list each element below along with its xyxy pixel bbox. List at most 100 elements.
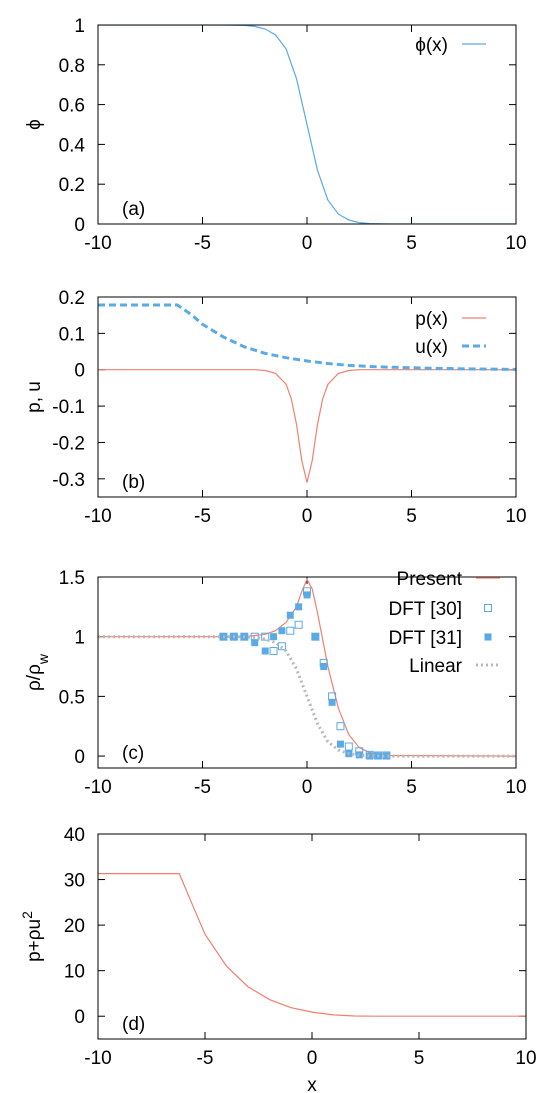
data-point <box>336 722 345 731</box>
panel-c: -10 -5 0 5 10 0 0.5 1 1.5 ρ/ρw (c) Present DFT [30] D… <box>24 568 527 798</box>
x-tick-label: -5 <box>197 1048 214 1069</box>
y-tick-label: -0.3 <box>52 470 85 491</box>
series--x- <box>98 25 516 224</box>
data-point <box>277 642 286 651</box>
x-tick-label: -10 <box>84 777 111 798</box>
data-point <box>311 633 319 641</box>
plot-frame <box>97 24 517 225</box>
series-dft-30- <box>219 587 391 760</box>
series-line <box>98 635 516 758</box>
data-point <box>328 698 336 706</box>
data-point <box>261 632 270 641</box>
y-tick-label: 10 <box>64 962 85 983</box>
y-tick-label: 1 <box>74 16 85 37</box>
legend-label: DFT [30] <box>388 599 462 620</box>
x-tick-label: -10 <box>84 506 111 527</box>
y-tick-label: 0.4 <box>59 135 86 156</box>
legend-label: ϕ(x) <box>415 35 448 56</box>
series-line <box>98 25 516 224</box>
data-point <box>303 591 311 599</box>
panel-label: (d) <box>122 1014 145 1035</box>
x-tick-label: -5 <box>194 506 211 527</box>
legend-label: Present <box>397 569 463 590</box>
plot-frame <box>97 833 527 1040</box>
legend-label: p(x) <box>415 309 448 330</box>
data-point <box>344 742 353 751</box>
x-tick-label: 0 <box>302 233 313 254</box>
y-tick-label: -0.2 <box>52 433 85 454</box>
y-tick-label: 0 <box>74 215 85 236</box>
legend-swatch <box>484 604 492 612</box>
y-tick-label: 0 <box>74 1007 85 1028</box>
panel-a: -10 -5 0 5 10 0 0.2 0.4 0.6 0.8 1 ϕ (a) ϕ(x) <box>24 16 527 254</box>
x-axis-label: x <box>307 1075 317 1093</box>
data-point <box>286 626 295 635</box>
x-tick-label: -5 <box>194 233 211 254</box>
x-tick-label: 5 <box>414 1048 425 1069</box>
y-axis-label: ϕ <box>24 119 45 130</box>
legend-label: Linear <box>409 656 462 677</box>
y-tick-label: 0.5 <box>59 687 85 708</box>
x-tick-label: 5 <box>406 777 417 798</box>
y-tick-label: -0.1 <box>52 397 85 418</box>
x-tick-label: 10 <box>505 506 526 527</box>
data-point <box>382 752 390 760</box>
y-tick-label: 20 <box>64 916 85 937</box>
x-tick-label: 0 <box>302 506 313 527</box>
panel-b: -10 -5 0 5 10 -0.3 -0.2 -0.1 0 0.1 0.2 p, u (b) p(x) u… <box>24 288 527 527</box>
x-tick-label: 5 <box>406 506 417 527</box>
panel-label: (b) <box>122 472 145 493</box>
y-tick-label: 0 <box>74 361 85 382</box>
y-tick-label: 40 <box>64 825 85 846</box>
x-tick-label: 10 <box>515 1048 536 1069</box>
series-p-x- <box>98 369 516 483</box>
data-point <box>286 611 294 619</box>
series-curve <box>98 873 526 1017</box>
y-axis-label: ρ/ρw <box>24 653 51 691</box>
legend-swatch <box>484 633 492 641</box>
x-tick-label: -10 <box>84 233 111 254</box>
y-tick-label: 0 <box>74 747 85 768</box>
series-line <box>98 873 526 1017</box>
x-tick-label: 10 <box>505 233 526 254</box>
y-tick-label: 0.8 <box>59 56 85 77</box>
x-tick-label: 10 <box>505 777 526 798</box>
legend-label: u(x) <box>415 337 448 358</box>
data-point <box>366 752 374 760</box>
y-tick-label: 0.6 <box>59 96 85 117</box>
y-axis-label: p, u <box>24 381 45 413</box>
y-axis-label: p+ρu2 <box>19 911 45 962</box>
y-tick-label: 0.2 <box>59 175 85 196</box>
series-line <box>98 369 516 483</box>
data-point <box>251 639 259 647</box>
panel-label: (a) <box>122 199 145 220</box>
y-tick-label: 30 <box>64 871 85 892</box>
x-tick-label: 0 <box>307 1048 318 1069</box>
y-tick-label: 0.1 <box>59 324 85 345</box>
x-tick-label: 0 <box>302 777 313 798</box>
y-tick-label: 0.2 <box>59 288 85 309</box>
data-point <box>261 647 269 655</box>
x-tick-label: -5 <box>194 777 211 798</box>
x-tick-label: 5 <box>406 233 417 254</box>
plot-frame <box>97 296 517 498</box>
data-point <box>295 603 303 611</box>
series-line <box>98 303 516 371</box>
series-linear <box>98 635 516 758</box>
y-tick-label: 1.5 <box>59 568 85 589</box>
plot-frame <box>97 576 517 769</box>
panel-d: -10 -5 0 5 10 0 10 20 30 40 p+ρu2 x (d) <box>19 825 537 1093</box>
data-point <box>336 740 344 748</box>
y-tick-label: 1 <box>74 628 85 649</box>
legend-label: DFT [31] <box>388 628 462 649</box>
series-dft-31- <box>219 591 390 760</box>
data-point <box>294 620 303 629</box>
panel-label: (c) <box>122 743 144 764</box>
data-point <box>320 663 328 671</box>
x-tick-label: -10 <box>84 1048 111 1069</box>
data-point <box>270 633 278 641</box>
series-u-x- <box>98 303 516 371</box>
data-point <box>278 627 286 635</box>
data-point <box>269 647 278 656</box>
